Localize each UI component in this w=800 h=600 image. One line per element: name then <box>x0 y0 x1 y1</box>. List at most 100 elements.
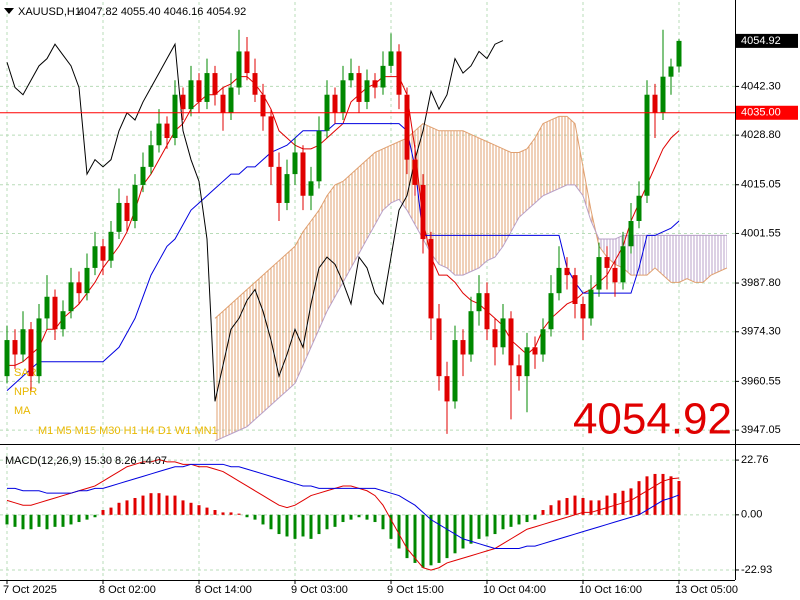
macd-bar <box>309 514 313 539</box>
cloud <box>223 303 231 438</box>
span-b <box>214 184 727 442</box>
candle-body <box>44 296 50 319</box>
candle-body <box>676 40 682 67</box>
cloud <box>359 159 367 254</box>
macd-bar <box>581 497 585 515</box>
y-tick-label: 3960.55 <box>741 375 781 387</box>
candle-body <box>172 94 178 139</box>
candle-body <box>628 221 634 247</box>
candle-body <box>444 376 450 402</box>
menu-arrow[interactable] <box>4 8 14 14</box>
candle-body <box>556 267 562 294</box>
candle-body <box>196 80 202 102</box>
candle-body <box>220 94 226 113</box>
macd-line <box>6 458 680 571</box>
candle-body <box>644 94 650 196</box>
candle-body <box>316 130 322 182</box>
cloud <box>479 138 487 268</box>
macd-bar <box>117 502 121 515</box>
candle-body <box>260 94 266 117</box>
macd-bar <box>349 514 353 520</box>
candle-body <box>476 293 482 312</box>
candle-body <box>140 166 146 185</box>
candle-body <box>516 365 522 377</box>
macd-bar <box>677 480 681 515</box>
candle-body <box>52 296 58 330</box>
cloud <box>343 174 351 283</box>
macd-bar <box>333 514 337 527</box>
chart-title: XAUUSD,H1 <box>18 6 81 18</box>
cloud <box>311 210 319 348</box>
macd-bar <box>341 514 345 523</box>
macd-bar <box>45 514 49 530</box>
macd-bar <box>317 514 321 535</box>
candle-body <box>204 73 210 102</box>
macd-bar <box>541 510 545 515</box>
candle-body <box>92 246 98 268</box>
cloud <box>239 289 247 431</box>
cloud <box>527 138 535 211</box>
macd-bar <box>165 495 169 515</box>
candle-body <box>636 195 642 221</box>
candle-body <box>68 282 74 312</box>
macd-bar <box>125 500 129 515</box>
candle-body <box>484 293 490 330</box>
macd-bar <box>509 514 513 527</box>
cloud <box>231 296 239 434</box>
cloud <box>303 221 311 366</box>
macd-bar <box>69 514 73 525</box>
x-tick-label: 10 Oct 04:00 <box>483 584 546 596</box>
macd-bar <box>293 514 297 539</box>
macd-bar <box>413 514 417 563</box>
y-tick-label: 4042.30 <box>741 80 781 92</box>
candle-body <box>84 267 90 294</box>
macd-bar <box>101 510 105 515</box>
level-label-box <box>736 105 798 120</box>
macd-bar <box>29 514 33 530</box>
macd-bar <box>469 514 473 544</box>
candle-body <box>596 257 602 290</box>
candle-body <box>548 293 554 330</box>
candle-body <box>20 329 26 355</box>
macd-bar <box>109 507 113 515</box>
candle-body <box>4 340 10 377</box>
candle-body <box>292 152 298 175</box>
macd-bar <box>557 500 561 515</box>
macd-bar <box>21 514 25 530</box>
y-tick-label: 22.76 <box>741 454 769 466</box>
y-tick-label: 3974.30 <box>741 326 781 338</box>
cloud <box>215 311 223 442</box>
macd-bar <box>189 502 193 515</box>
macd-bar <box>277 514 281 535</box>
macd-bar <box>629 488 633 515</box>
candle-body <box>460 340 466 355</box>
macd-bar <box>437 514 441 563</box>
legend-label: NPR <box>14 386 37 398</box>
macd-bar <box>421 514 425 568</box>
macd-bar <box>405 514 409 559</box>
span-a <box>214 115 728 319</box>
cloud <box>295 231 303 384</box>
cloud <box>375 148 383 225</box>
x-tick-label: 10 Oct 16:00 <box>579 584 642 596</box>
macd-bar <box>77 514 81 523</box>
candle-body <box>380 65 386 88</box>
candle-body <box>164 123 170 139</box>
candle-body <box>252 73 258 95</box>
macd-bar <box>141 495 145 515</box>
macd-bar <box>93 514 97 518</box>
candle-body <box>300 152 306 196</box>
candle-body <box>580 303 586 319</box>
candle-body <box>348 73 354 81</box>
candle-body <box>436 318 442 377</box>
cloud <box>271 260 279 406</box>
candle-body <box>156 123 162 146</box>
candle-body <box>364 80 370 102</box>
cloud <box>655 235 663 276</box>
macd-bar <box>61 514 65 527</box>
candle-body <box>124 202 130 221</box>
cloud <box>439 130 447 268</box>
candle-body <box>116 202 122 232</box>
cloud <box>367 152 375 240</box>
